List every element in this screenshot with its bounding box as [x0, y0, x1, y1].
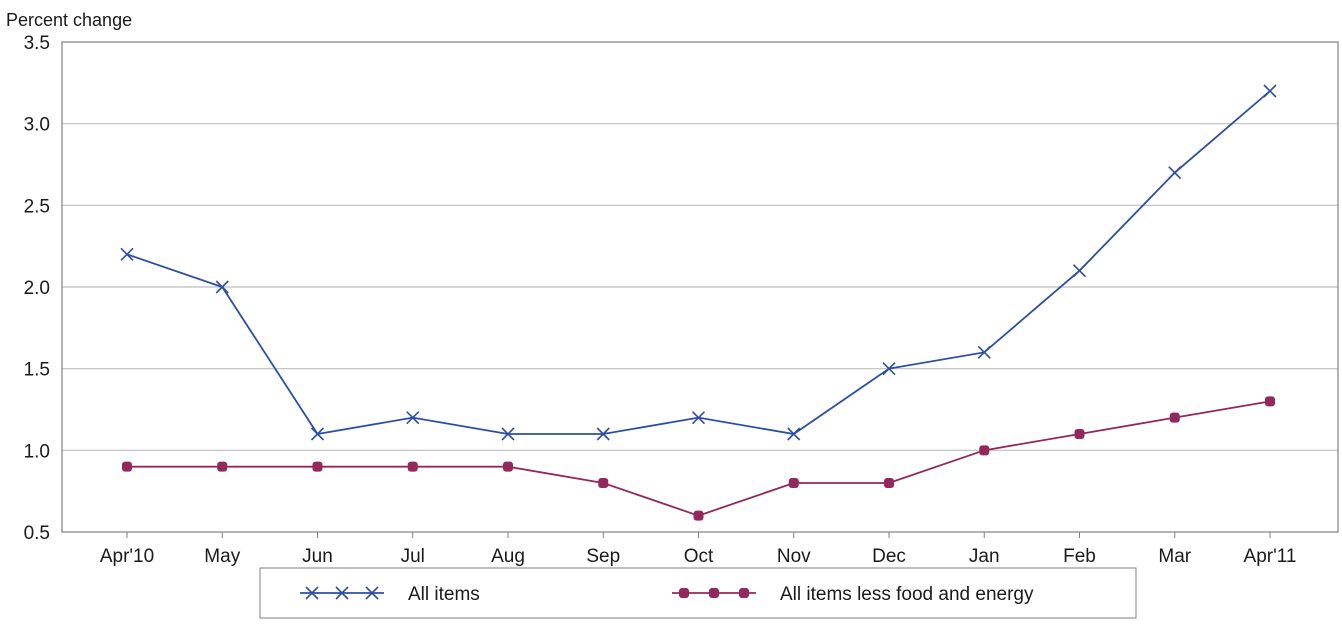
x-tick-label: May — [204, 546, 240, 567]
x-marker — [120, 247, 134, 261]
legend: All items All items less food and energy — [259, 567, 1137, 619]
x-tick-label: Feb — [1063, 546, 1096, 567]
square-marker — [1074, 429, 1085, 439]
x-tick-label: Aug — [491, 546, 525, 567]
y-tick-label: 1.5 — [24, 360, 50, 381]
x-marker — [1263, 84, 1277, 98]
square-marker — [217, 461, 228, 472]
series-line — [126, 90, 1271, 435]
x-marker — [310, 427, 325, 441]
x-tick-label: Dec — [872, 546, 906, 567]
x-tick-label: Apr'11 — [1244, 546, 1297, 567]
plot-area-frame — [61, 41, 1339, 533]
y-tick-label: 3.0 — [24, 115, 50, 136]
legend-item-2: All items less food and energy — [672, 584, 1034, 605]
y-tick-label: 1.0 — [24, 441, 50, 462]
x-marker — [1168, 166, 1182, 180]
square-marker — [122, 461, 132, 472]
x-marker — [787, 427, 801, 441]
square-marker — [788, 478, 799, 488]
legend-item-1: All items — [300, 584, 480, 605]
square-marker — [679, 588, 689, 598]
x-marker — [406, 411, 420, 425]
gridlines — [62, 123, 1338, 451]
square-marker — [979, 445, 990, 456]
x-tick-label: Oct — [684, 546, 714, 567]
x-tick-label: Apr'10 — [100, 546, 154, 567]
x-marker — [882, 362, 896, 376]
y-tick-label: 2.5 — [24, 196, 50, 217]
square-marker — [598, 478, 609, 488]
x-tick-label: Sep — [586, 546, 620, 567]
series-1 — [120, 84, 1277, 441]
square-marker — [503, 461, 513, 472]
x-marker — [501, 427, 515, 441]
y-axis-label: Percent change — [6, 10, 132, 30]
legend-label: All items — [408, 584, 480, 605]
y-tick-label: 0.5 — [24, 523, 50, 544]
x-tick-label: Nov — [777, 546, 811, 567]
square-marker — [739, 588, 749, 598]
square-marker — [709, 588, 719, 598]
x-marker — [691, 411, 706, 425]
x-tick-label: Jul — [401, 546, 425, 567]
y-tick-label: 2.0 — [24, 278, 50, 299]
square-marker — [1169, 412, 1180, 423]
x-marker — [596, 427, 610, 441]
x-marker — [305, 586, 319, 600]
x-marker — [977, 345, 991, 359]
series-2 — [122, 396, 1275, 521]
x-tick-label: Jun — [302, 546, 333, 567]
y-axis-ticks: 0.5 1.0 1.5 2.0 2.5 3.0 3.5 — [24, 33, 50, 544]
x-marker — [1072, 264, 1087, 278]
square-marker — [407, 461, 418, 472]
x-marker — [365, 586, 379, 600]
series-group — [120, 84, 1277, 521]
square-marker — [1265, 396, 1275, 407]
square-marker — [693, 510, 704, 521]
x-tick-label: Jan — [969, 546, 1000, 567]
y-tick-label: 3.5 — [24, 33, 50, 54]
x-axis-ticks: Apr'10 May Jun Jul Aug Sep Oct Nov Dec Jan Feb Mar A… — [100, 532, 1297, 567]
square-marker — [312, 461, 323, 472]
x-marker — [215, 280, 229, 294]
legend-label: All items less food and energy — [780, 584, 1034, 605]
square-marker — [884, 478, 894, 488]
x-tick-label: Mar — [1158, 546, 1191, 567]
x-marker — [335, 586, 349, 600]
